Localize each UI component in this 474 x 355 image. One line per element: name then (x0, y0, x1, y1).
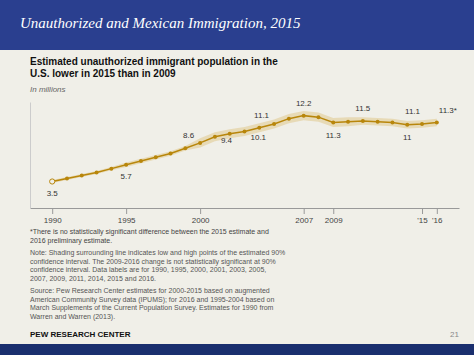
x-axis: 1990 1995 2000 2007 2009 '15 '16 (31, 208, 460, 225)
note-line: 2007, 2009, 2011, 2014, 2015 and 2016. (30, 275, 156, 282)
background (0, 0, 474, 355)
point (272, 122, 276, 126)
x-tick: 2009 (325, 208, 343, 225)
x-tick-label: '15 (417, 216, 428, 225)
point (169, 151, 173, 155)
x-tick-mark (52, 208, 53, 214)
point (154, 155, 158, 159)
confidence-band (52, 111, 437, 183)
x-tick-label: 1990 (44, 216, 62, 225)
x-tick: 1990 (44, 208, 62, 225)
x-tick: '15 (417, 208, 428, 225)
slide-title: Unauthorized and Mexican Immigration, 20… (20, 15, 301, 31)
point (124, 163, 128, 167)
chart: Unauthorized and Mexican Immigration, 20… (0, 0, 474, 355)
point (420, 122, 424, 126)
data-label: 3.5 (47, 189, 59, 198)
point (95, 170, 99, 174)
point (198, 141, 202, 145)
data-label: 9.4 (221, 136, 233, 145)
point (243, 130, 247, 134)
point (346, 120, 350, 124)
line (52, 116, 437, 182)
subtitle: In millions (30, 85, 66, 94)
point (405, 123, 409, 127)
x-tick-mark (126, 208, 127, 214)
x-tick-label: 2007 (295, 216, 313, 225)
note-line: Note: Shading surrounding line indicates… (30, 249, 285, 257)
source: Source: Pew Research Center estimates fo… (30, 287, 274, 321)
x-tick-label: 2000 (192, 216, 210, 225)
chart-title-line: Estimated unauthorized immigrant populat… (30, 56, 278, 67)
plot-area (50, 111, 439, 184)
point (257, 126, 261, 130)
data-label: 10.1 (251, 133, 267, 142)
header-bar (0, 0, 474, 50)
data-label: 5.7 (121, 172, 133, 181)
point (80, 173, 84, 177)
point (139, 159, 143, 163)
point (213, 135, 217, 139)
note-line: confidence interval. Data labels are for… (30, 266, 266, 273)
x-tick-label: 1995 (118, 216, 136, 225)
data-label: 8.6 (183, 131, 195, 140)
x-tick-mark (422, 208, 423, 214)
source-line: Warren and Warren (2013). (30, 313, 115, 321)
point (183, 146, 187, 150)
point (316, 115, 320, 119)
source-line: March Supplements of the Current Populat… (30, 304, 274, 312)
x-tick-mark (437, 208, 438, 214)
x-tick: 2007 (295, 208, 313, 225)
data-label: 11.5 (355, 104, 371, 113)
point (361, 119, 365, 123)
point (390, 120, 394, 124)
point (50, 179, 55, 184)
x-tick-label: 2009 (325, 216, 343, 225)
data-label: 11.3 (326, 131, 342, 140)
source-line: American Community Survey data (IPUMS); … (30, 296, 274, 304)
note: Note: Shading surrounding line indicates… (30, 249, 285, 282)
note: *There is no statistically significant d… (30, 228, 269, 245)
x-tick: 2000 (192, 208, 210, 225)
x-tick-mark (333, 208, 334, 214)
page-number: 21 (450, 330, 459, 339)
y-axis-line (30, 103, 31, 209)
note-line: 2016 preliminary estimate. (30, 237, 112, 245)
source-line: Source: Pew Research Center estimates fo… (30, 287, 270, 295)
point (109, 167, 113, 171)
x-tick-label: '16 (432, 216, 443, 225)
chart-title-line: U.S. lower in 2015 than in 2009 (30, 68, 176, 79)
point (65, 176, 69, 180)
chart-title: Estimated unauthorized immigrant populat… (30, 56, 278, 79)
x-axis-line (31, 208, 460, 209)
data-label: 12.2 (296, 99, 312, 108)
data-label: 11.1 (254, 111, 270, 120)
x-tick-mark (304, 208, 305, 214)
data-label: 11 (403, 133, 412, 142)
point (376, 120, 380, 124)
data-label: 11.3* (439, 106, 457, 115)
point (331, 120, 335, 124)
point (287, 117, 291, 121)
x-tick-mark (200, 208, 201, 214)
data-label: 11.1 (405, 107, 421, 116)
y-axis (30, 103, 31, 209)
x-tick: '16 (432, 208, 443, 225)
x-tick: 1995 (118, 208, 136, 225)
point (435, 120, 439, 124)
note-line: confidence interval. The 2009-2016 chang… (30, 258, 276, 266)
point (302, 114, 306, 118)
footer-bar (0, 344, 474, 355)
note-line: *There is no statistically significant d… (30, 228, 269, 236)
footer: PEW RESEARCH CENTER (30, 330, 131, 339)
